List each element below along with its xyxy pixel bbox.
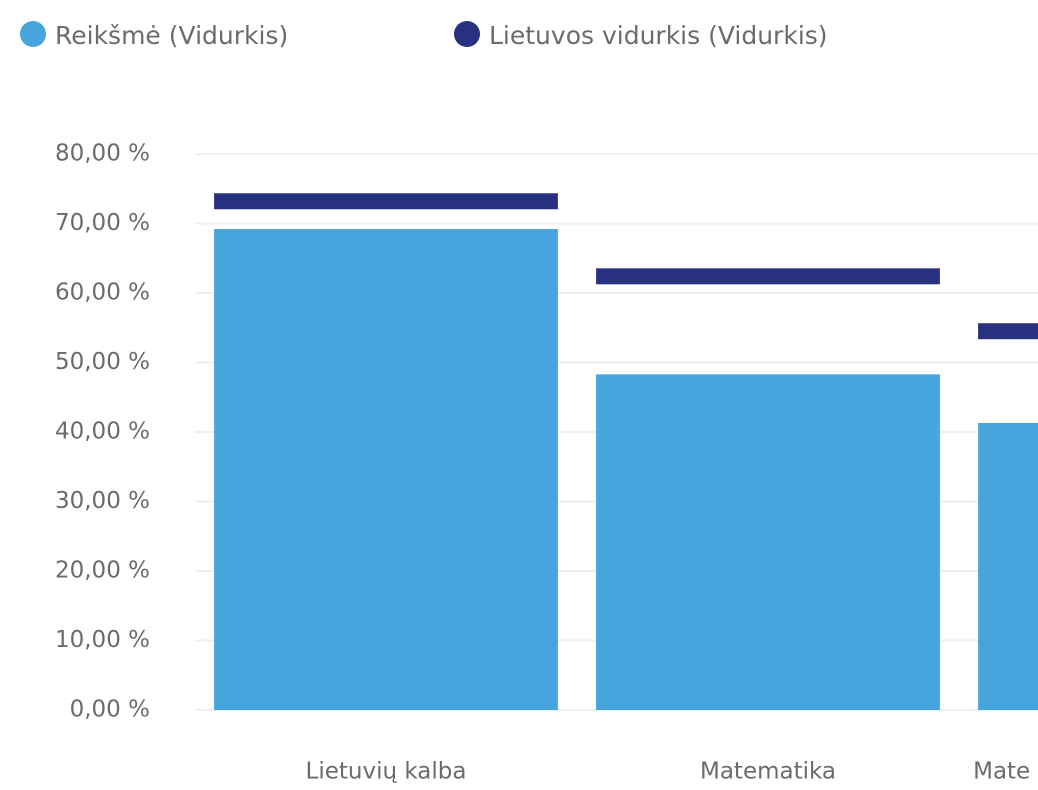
bar bbox=[596, 374, 940, 710]
average-marker bbox=[978, 323, 1038, 340]
y-tick-label: 20,00 % bbox=[55, 558, 150, 584]
average-marker bbox=[596, 268, 940, 285]
legend-label: Lietuvos vidurkis (Vidurkis) bbox=[489, 21, 828, 50]
y-tick-label: 60,00 % bbox=[55, 280, 150, 306]
y-tick-label: 0,00 % bbox=[70, 697, 150, 723]
bar bbox=[978, 422, 1038, 710]
legend-label: Reikšmė (Vidurkis) bbox=[55, 21, 288, 50]
average-marker bbox=[214, 193, 558, 210]
x-tick-label: Mate bbox=[973, 759, 1030, 785]
y-tick-label: 80,00 % bbox=[55, 141, 150, 167]
y-tick-label: 40,00 % bbox=[55, 419, 150, 445]
y-tick-label: 70,00 % bbox=[55, 210, 150, 236]
legend-marker bbox=[20, 21, 46, 47]
y-tick-label: 50,00 % bbox=[55, 349, 150, 375]
y-tick-label: 30,00 % bbox=[55, 488, 150, 514]
bar bbox=[214, 229, 558, 710]
legend-marker bbox=[454, 21, 480, 47]
x-tick-label: Lietuvių kalba bbox=[306, 759, 467, 785]
y-tick-label: 10,00 % bbox=[55, 627, 150, 653]
x-tick-label: Matematika bbox=[700, 759, 836, 785]
